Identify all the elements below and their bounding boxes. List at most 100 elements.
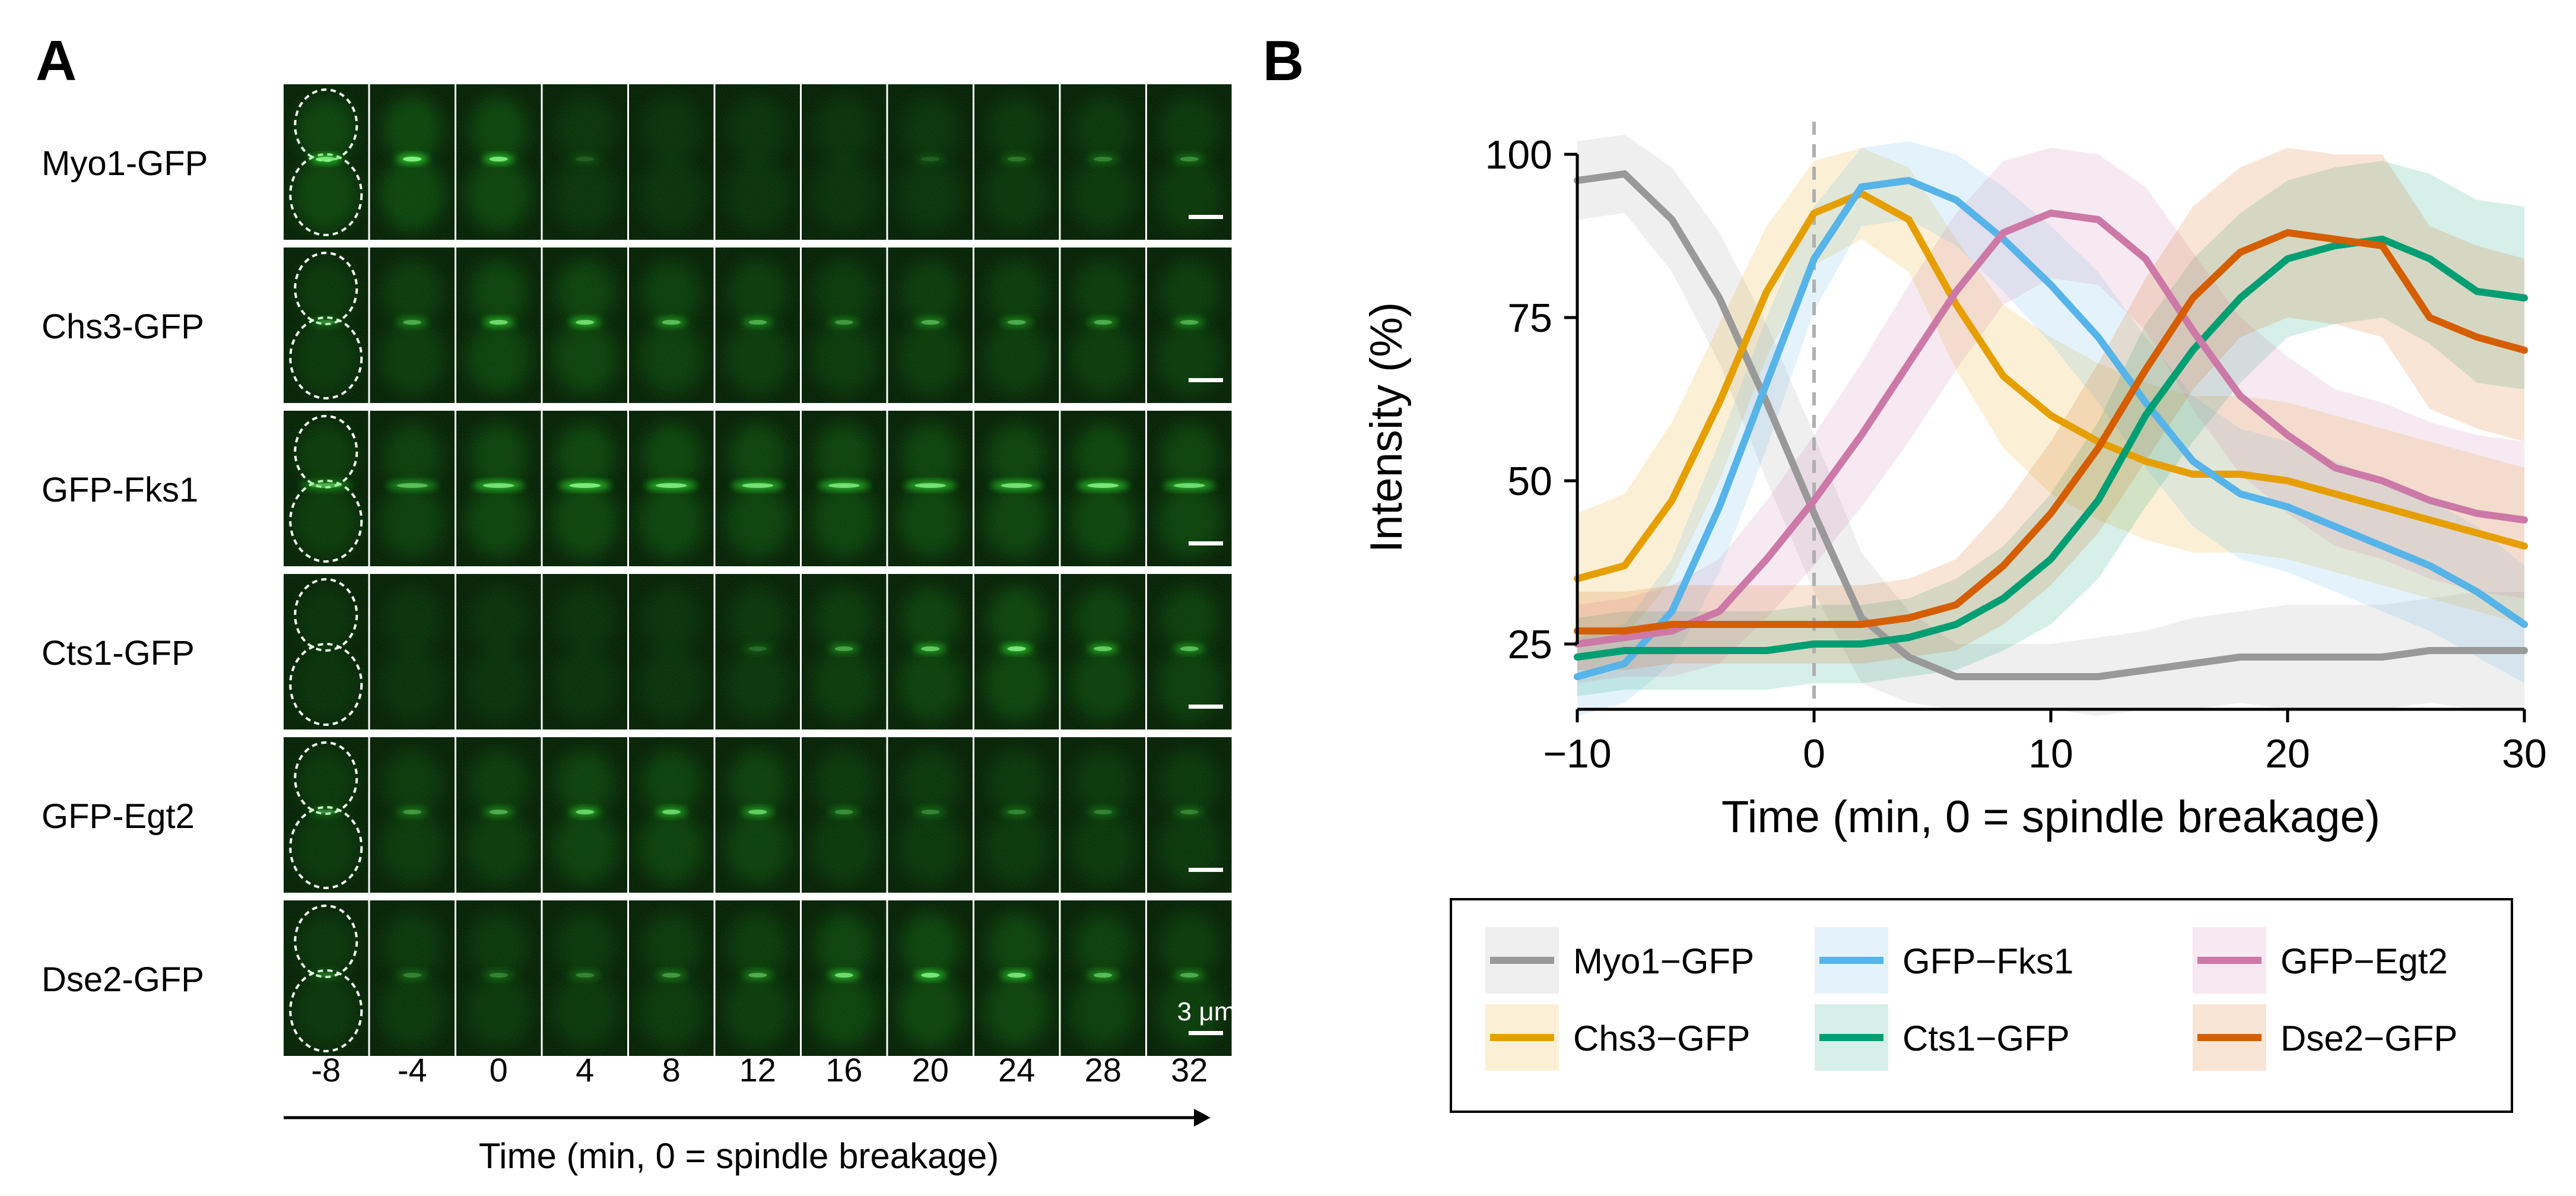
micrograph-cell xyxy=(888,411,973,566)
micrograph-cell xyxy=(1147,737,1232,893)
neck-signal xyxy=(1174,318,1205,326)
micrograph-cell xyxy=(1147,411,1232,566)
timepoint-label: 24 xyxy=(998,1051,1035,1089)
legend-entry: Myo1−GFP xyxy=(1573,941,1754,981)
micrograph-cell xyxy=(542,737,627,893)
axes: −10 0 10 20 30 25 50 75 100 xyxy=(1485,132,2547,776)
mother-outline xyxy=(289,480,363,563)
row-label: Chs3-GFP xyxy=(42,307,204,346)
legend-entry: Dse2−GFP xyxy=(2280,1019,2457,1058)
neck-signal xyxy=(1087,808,1119,816)
series-band xyxy=(1577,161,2524,696)
neck-signal xyxy=(396,971,428,979)
scale-bar xyxy=(1189,541,1223,545)
neck-signal xyxy=(386,481,439,490)
neck-signal xyxy=(1001,155,1033,163)
neck-signal xyxy=(483,808,514,816)
micrograph-cell xyxy=(456,84,541,240)
scale-bar xyxy=(1189,378,1223,382)
timepoint-label: -4 xyxy=(398,1051,427,1089)
micrograph-cell xyxy=(974,737,1059,893)
micrograph-cell xyxy=(284,84,369,240)
micrograph-cell xyxy=(1147,84,1232,240)
micrograph-cell xyxy=(456,737,541,893)
neck-signal xyxy=(396,318,428,326)
micrograph-cell xyxy=(456,411,541,566)
micrograph-cell xyxy=(1060,84,1145,240)
micrograph-cell xyxy=(456,574,541,729)
time-arrow-head xyxy=(1194,1109,1211,1127)
mother-outline xyxy=(289,153,363,236)
micrograph-cell xyxy=(542,84,627,240)
micrograph-cell xyxy=(1060,900,1145,1056)
series-line xyxy=(1574,190,2528,582)
micrograph-cell xyxy=(802,737,887,893)
row-label: Myo1-GFP xyxy=(42,144,208,183)
micrograph-cell xyxy=(1060,411,1145,566)
series-bands xyxy=(1577,135,2524,716)
series-lines xyxy=(1574,170,2528,680)
series-band xyxy=(1577,148,2524,644)
micrograph-cell xyxy=(1147,248,1232,403)
timepoint-label: 12 xyxy=(739,1051,776,1089)
micrograph-cell xyxy=(802,84,887,240)
neck-signal xyxy=(1174,808,1205,816)
neck-signal xyxy=(1001,318,1033,326)
series-line xyxy=(1574,229,2528,635)
micrograph-cell xyxy=(1060,574,1145,729)
micrograph-cell xyxy=(802,411,887,566)
neck-signal xyxy=(656,318,687,326)
micrograph-cell xyxy=(284,248,369,403)
micrograph-cell xyxy=(974,84,1059,240)
row-label: GFP-Fks1 xyxy=(42,471,198,509)
panel-a-label: A xyxy=(36,29,77,93)
mother-outline xyxy=(289,643,363,726)
neck-signal xyxy=(914,155,946,163)
micrograph-cell xyxy=(888,900,973,1056)
y-tick-label: 50 xyxy=(1507,459,1552,504)
legend-entry: Chs3−GFP xyxy=(1573,1019,1750,1058)
micrograph-cell xyxy=(542,900,627,1056)
micrograph-cell xyxy=(456,248,541,403)
neck-signal xyxy=(1174,971,1205,979)
micrograph-cell xyxy=(888,248,973,403)
scale-bar xyxy=(1189,215,1223,219)
micrograph-cell xyxy=(974,248,1059,403)
panel-a-xlabel: Time (min, 0 = spindle breakage) xyxy=(479,1136,999,1176)
timepoint-label: 28 xyxy=(1085,1051,1122,1089)
neck-signal xyxy=(828,318,860,326)
micrograph-cell xyxy=(370,900,455,1056)
legend-entry: GFP−Fks1 xyxy=(1902,941,2073,981)
timepoint-label: 4 xyxy=(576,1051,594,1089)
series-band xyxy=(1577,148,2524,683)
neck-signal xyxy=(300,481,352,490)
micrograph-cell xyxy=(629,411,714,566)
neck-signal xyxy=(828,645,860,653)
micrograph-cell xyxy=(888,737,973,893)
neck-signal xyxy=(310,808,342,816)
micrograph-cell xyxy=(629,574,714,729)
neck-signal xyxy=(1087,318,1119,326)
micrograph-cell xyxy=(370,411,455,566)
y-tick-label: 25 xyxy=(1507,622,1552,667)
timepoint-label: -8 xyxy=(311,1051,341,1089)
micrograph-cell xyxy=(974,900,1059,1056)
micrograph-cell xyxy=(629,900,714,1056)
neck-signal xyxy=(569,971,601,979)
micrograph-cell xyxy=(974,411,1059,566)
neck-signal xyxy=(656,971,687,979)
micrograph-cell xyxy=(888,84,973,240)
series-band xyxy=(1577,148,2524,670)
micrograph-cell xyxy=(715,411,800,566)
panel-b-label: B xyxy=(1263,29,1304,93)
micrograph-cell xyxy=(542,574,627,729)
x-tick-label: −10 xyxy=(1543,731,1611,776)
timepoint-label: 0 xyxy=(490,1051,508,1089)
micrograph-cell xyxy=(1060,737,1145,893)
micrograph-cell xyxy=(802,574,887,729)
micrograph-cell xyxy=(715,84,800,240)
micrograph-cell xyxy=(974,574,1059,729)
micrograph-cell xyxy=(370,84,455,240)
neck-signal xyxy=(1001,808,1033,816)
